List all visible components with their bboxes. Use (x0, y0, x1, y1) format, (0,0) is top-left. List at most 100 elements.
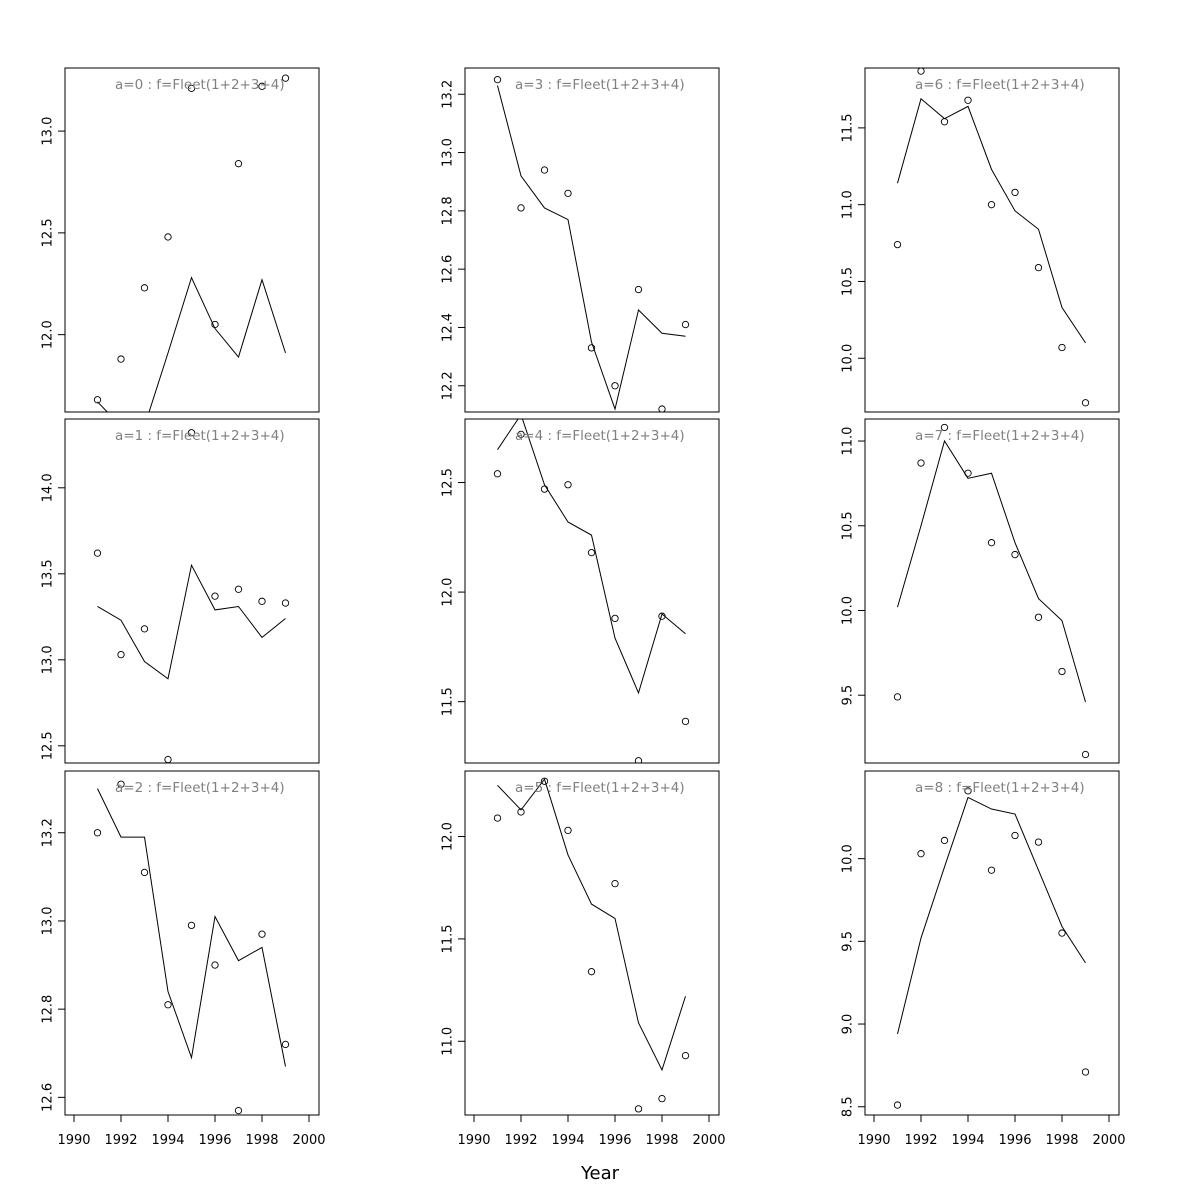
observed-point (611, 879, 619, 888)
observed-point (564, 826, 572, 835)
observed-point (493, 814, 502, 822)
x-tick-label: 1994 (951, 1133, 984, 1148)
observed-point (493, 76, 502, 84)
y-tick-label: 12.5 (41, 731, 56, 760)
observed-point (564, 481, 572, 489)
observed-point (893, 693, 902, 701)
panel-title: a=7 : f=Fleet(1+2+3+4) (915, 428, 1085, 444)
x-tick-label: 1990 (857, 1133, 890, 1148)
observed-point (517, 204, 525, 212)
observed-point (281, 1040, 290, 1049)
panel-title: a=6 : f=Fleet(1+2+3+4) (915, 77, 1085, 93)
y-tick-label: 12.5 (441, 468, 456, 497)
observed-point (634, 285, 643, 294)
observed-point (234, 160, 243, 168)
panel: 11.5 12.0 12.5 a=4 : f=Fleet(1+2+3+4) (441, 418, 720, 764)
observed-point (987, 866, 996, 874)
observed-point (1081, 399, 1090, 407)
panel-frame (464, 418, 720, 764)
observed-point (1058, 667, 1066, 676)
observed-point (140, 284, 149, 292)
y-tick-label: 13.5 (41, 559, 56, 588)
panel-frame (864, 67, 1120, 413)
panel-data (893, 68, 1090, 407)
observed-point (540, 166, 549, 174)
observed-point (917, 459, 925, 467)
x-tick-label: 1998 (1045, 1133, 1078, 1148)
y-tick-label: 10.0 (841, 596, 856, 625)
observed-point (93, 829, 102, 837)
observed-point (658, 1094, 666, 1103)
y-tick-label: 12.5 (41, 218, 56, 247)
observed-point (164, 755, 172, 763)
x-axis-label: Year (580, 1163, 620, 1184)
x-tick-label: 1992 (904, 1133, 937, 1148)
x-tick-label: 1992 (104, 1133, 137, 1148)
x-tick-label: 1992 (504, 1133, 537, 1148)
panel-data (493, 419, 690, 763)
y-tick-label: 14.0 (41, 473, 56, 502)
y-tick-label: 12.0 (441, 578, 456, 607)
observed-point (893, 240, 902, 249)
fitted-line (897, 97, 1086, 344)
y-tick-label: 9.0 (841, 1014, 856, 1035)
y-tick-label: 13.0 (41, 906, 56, 935)
observed-point (1011, 831, 1019, 840)
observed-point (1034, 613, 1043, 621)
y-tick-label: 9.5 (841, 931, 856, 952)
panel-data (93, 74, 290, 412)
y-tick-label: 12.6 (441, 255, 456, 284)
observed-point (940, 118, 949, 126)
y-tick-label: 13.2 (441, 80, 456, 109)
x-tick-label: 1994 (151, 1133, 184, 1148)
observed-point (940, 836, 949, 845)
observed-point (611, 614, 619, 623)
observed-point (681, 1051, 690, 1060)
panel-title: a=3 : f=Fleet(1+2+3+4) (515, 77, 685, 93)
observed-point (1058, 343, 1066, 352)
panel-title: a=0 : f=Fleet(1+2+3+4) (115, 77, 285, 93)
observed-point (93, 549, 102, 557)
panel-title: a=2 : f=Fleet(1+2+3+4) (115, 780, 285, 796)
x-tick-label: 1994 (551, 1133, 584, 1148)
panel-frame (864, 770, 1120, 1116)
observed-point (211, 320, 219, 329)
observed-point (681, 320, 690, 329)
x-tick-label: 1998 (245, 1133, 278, 1148)
panel: 12.0 12.5 13.0 a=0 : f=Fleet(1+2+3+4) (41, 67, 320, 413)
panel-frame (464, 67, 720, 413)
x-tick-label: 1990 (57, 1133, 90, 1148)
observed-point (587, 549, 596, 557)
observed-point (164, 233, 172, 241)
observed-point (611, 382, 619, 390)
observed-point (540, 485, 549, 493)
y-tick-label: 9.5 (841, 685, 856, 706)
panel-title: a=8 : f=Fleet(1+2+3+4) (915, 780, 1085, 796)
y-tick-label: 13.2 (41, 818, 56, 847)
y-tick-label: 13.0 (41, 645, 56, 674)
observed-point (258, 597, 266, 605)
observed-point (658, 405, 666, 412)
observed-point (917, 850, 925, 858)
x-tick-label: 1998 (645, 1133, 678, 1148)
panel-data (893, 787, 1090, 1109)
panel-title: a=1 : f=Fleet(1+2+3+4) (115, 428, 285, 444)
y-tick-label: 12.4 (441, 313, 456, 342)
observed-point (564, 189, 572, 198)
observed-point (634, 757, 643, 763)
observed-point (940, 423, 949, 432)
observed-point (587, 968, 596, 976)
y-tick-label: 13.0 (441, 138, 456, 167)
panel-data (893, 423, 1090, 759)
observed-point (681, 717, 690, 726)
observed-point (1011, 188, 1019, 197)
observed-point (964, 469, 972, 477)
observed-point (1081, 1068, 1090, 1076)
observed-point (281, 74, 290, 82)
observed-point (634, 1105, 643, 1113)
y-tick-label: 12.0 (41, 320, 56, 349)
observed-point (258, 930, 266, 938)
observed-point (540, 777, 549, 785)
observed-point (587, 344, 596, 352)
